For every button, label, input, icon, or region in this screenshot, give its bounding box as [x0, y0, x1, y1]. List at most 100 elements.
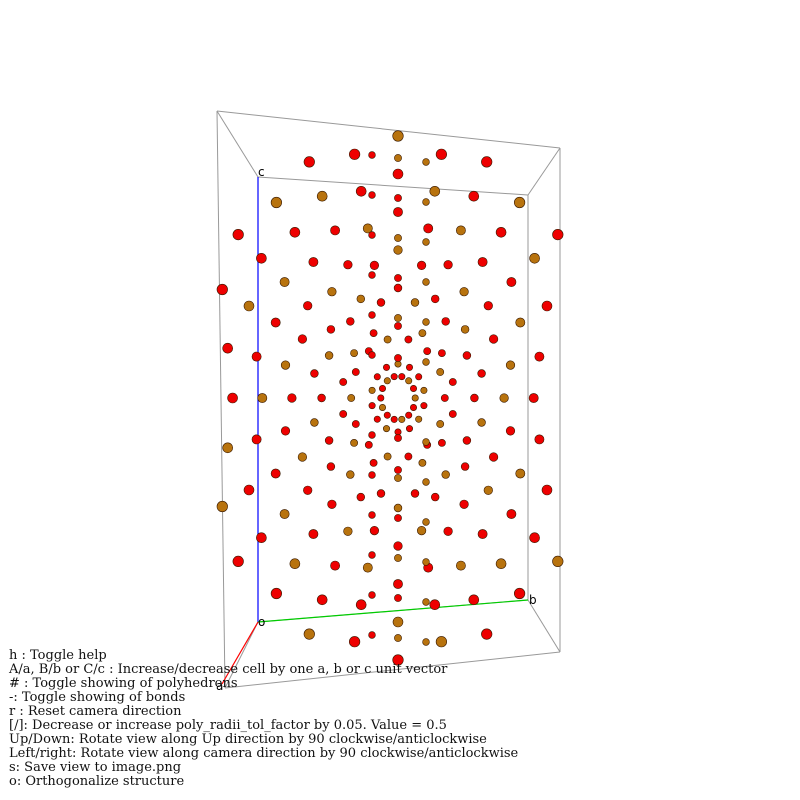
brown_atom — [350, 349, 358, 357]
help-line: Left/right: Rotate view along camera dir… — [9, 746, 519, 761]
red_atom — [443, 260, 453, 270]
red_atom — [369, 329, 378, 337]
red_atom — [420, 402, 428, 410]
red_atom — [251, 351, 262, 362]
brown_atom — [243, 300, 255, 312]
axis-c-label: c — [258, 165, 265, 179]
red_atom — [437, 349, 446, 357]
brown_atom — [422, 558, 430, 566]
brown_atom — [422, 318, 430, 326]
red_atom — [351, 368, 360, 376]
axis-a-label: a — [216, 679, 223, 693]
red_atom — [489, 334, 499, 344]
brown_atom — [216, 500, 228, 513]
brown_atom — [394, 554, 402, 562]
brown_atom — [420, 386, 428, 394]
red_atom — [481, 156, 493, 168]
cell-edge — [216, 110, 226, 689]
brown_atom — [459, 287, 469, 297]
red_atom — [308, 257, 319, 267]
red_atom — [343, 260, 353, 270]
brown_atom — [343, 526, 353, 536]
red_atom — [355, 186, 367, 197]
axis-a-line — [221, 621, 259, 685]
red_atom — [431, 294, 440, 304]
red_atom — [270, 317, 281, 328]
help-line: r : Reset camera direction — [9, 704, 182, 719]
red_atom — [364, 440, 373, 449]
brown_atom — [422, 638, 430, 646]
red_atom — [369, 525, 380, 536]
red_atom — [256, 252, 267, 264]
red_atom — [448, 378, 457, 386]
red_atom — [368, 271, 376, 279]
red_atom — [393, 207, 403, 217]
brown_atom — [460, 325, 470, 334]
red_atom — [459, 499, 469, 509]
red_atom — [308, 529, 319, 539]
red_atom — [429, 599, 441, 611]
brown_atom — [383, 335, 392, 344]
red_atom — [316, 594, 328, 606]
red_atom — [349, 148, 361, 160]
brown_atom — [289, 558, 301, 570]
red_atom — [330, 225, 340, 236]
axis-triad — [221, 177, 529, 685]
red_atom — [393, 283, 403, 293]
red_atom — [460, 462, 470, 471]
red_atom — [310, 369, 319, 378]
red_atom — [462, 351, 472, 360]
red_atom — [440, 394, 449, 402]
red_atom — [405, 425, 413, 433]
red_atom — [227, 392, 238, 404]
red_atom — [303, 301, 313, 311]
red_atom — [326, 325, 336, 334]
red_atom — [489, 452, 499, 462]
brown_atom — [455, 560, 466, 571]
red_atom — [222, 342, 233, 354]
brown_atom — [280, 360, 291, 370]
red_atom — [327, 499, 337, 509]
red_atom — [506, 509, 517, 519]
brown_atom — [270, 196, 283, 209]
red_atom — [394, 274, 402, 282]
brown_atom — [393, 245, 403, 255]
red_atom — [390, 373, 398, 381]
red_atom — [368, 591, 376, 599]
brown_atom — [552, 555, 564, 568]
red_atom — [378, 384, 386, 392]
brown_atom — [382, 425, 390, 433]
brown_atom — [383, 452, 392, 461]
brown_atom — [513, 196, 526, 209]
brown_atom — [529, 252, 540, 264]
red_atom — [289, 227, 301, 238]
brown_atom — [398, 415, 406, 423]
red_atom — [303, 156, 315, 168]
brown_atom — [362, 562, 373, 573]
red_atom — [529, 532, 540, 544]
red_atom — [431, 492, 440, 502]
red_atom — [513, 587, 526, 600]
red_atom — [368, 431, 376, 439]
brown_atom — [435, 636, 448, 648]
red_atom — [339, 378, 348, 386]
red_atom — [368, 402, 376, 410]
brown_atom — [346, 470, 355, 479]
brown_atom — [436, 420, 445, 428]
red_atom — [415, 373, 423, 381]
red_atom — [339, 410, 348, 418]
brown_atom — [394, 634, 402, 642]
brown_atom — [279, 277, 290, 287]
red_atom — [394, 594, 402, 602]
brown_atom — [495, 558, 507, 570]
red_atom — [216, 283, 228, 296]
red_atom — [435, 148, 448, 160]
brown_atom — [405, 377, 413, 385]
red_atom — [534, 351, 545, 362]
brown_atom — [350, 438, 358, 447]
brown_atom — [455, 225, 466, 236]
red_atom — [394, 322, 402, 330]
brown_atom — [257, 393, 268, 403]
red_atom — [280, 426, 291, 436]
